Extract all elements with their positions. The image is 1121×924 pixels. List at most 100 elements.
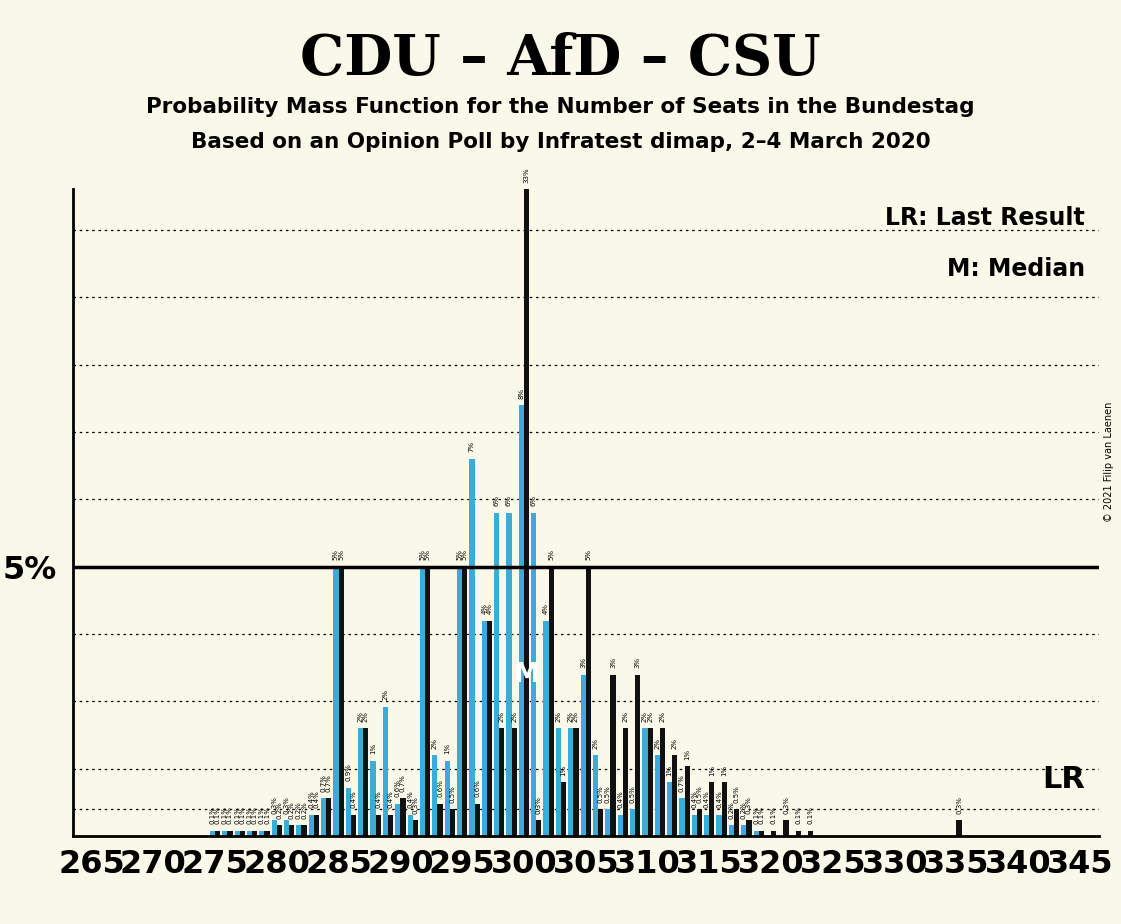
- Bar: [376, 815, 381, 836]
- Bar: [556, 728, 560, 836]
- Bar: [252, 831, 257, 836]
- Text: 5%: 5%: [456, 549, 463, 560]
- Text: 0.4%: 0.4%: [692, 790, 697, 808]
- Bar: [697, 809, 702, 836]
- Text: 0.5%: 0.5%: [630, 785, 636, 803]
- Bar: [796, 831, 802, 836]
- Bar: [396, 804, 400, 836]
- Bar: [618, 815, 623, 836]
- Text: 0.3%: 0.3%: [784, 796, 789, 814]
- Text: 2%: 2%: [671, 738, 678, 748]
- Text: 0.1%: 0.1%: [259, 807, 265, 824]
- Bar: [413, 821, 418, 836]
- Text: 2%: 2%: [358, 711, 363, 722]
- Bar: [474, 804, 480, 836]
- Text: 0.7%: 0.7%: [679, 774, 685, 792]
- Bar: [747, 821, 751, 836]
- Text: 33%: 33%: [524, 167, 529, 183]
- Text: 6%: 6%: [493, 495, 500, 506]
- Bar: [234, 831, 240, 836]
- Bar: [351, 815, 356, 836]
- Text: 2%: 2%: [499, 711, 504, 722]
- Text: 1%: 1%: [684, 748, 691, 760]
- Bar: [548, 566, 554, 836]
- Text: 2%: 2%: [567, 711, 574, 722]
- Text: 3%: 3%: [581, 657, 586, 668]
- Text: 5%: 5%: [339, 549, 344, 560]
- Text: 0.1%: 0.1%: [251, 807, 258, 824]
- Bar: [470, 459, 474, 836]
- Bar: [593, 756, 599, 836]
- Text: 0.6%: 0.6%: [474, 780, 480, 797]
- Text: © 2021 Filip van Laenen: © 2021 Filip van Laenen: [1104, 402, 1114, 522]
- Text: 0.4%: 0.4%: [376, 790, 381, 808]
- Text: 0.1%: 0.1%: [210, 807, 215, 824]
- Bar: [685, 766, 689, 836]
- Text: 1%: 1%: [721, 765, 728, 776]
- Text: 0.2%: 0.2%: [302, 801, 307, 819]
- Bar: [289, 825, 295, 836]
- Text: 0.7%: 0.7%: [321, 774, 326, 792]
- Text: 1%: 1%: [444, 743, 451, 754]
- Text: 0.5%: 0.5%: [605, 785, 611, 803]
- Text: 2%: 2%: [363, 711, 369, 722]
- Text: 0.3%: 0.3%: [956, 796, 962, 814]
- Text: 0.1%: 0.1%: [771, 807, 777, 824]
- Text: M: Median: M: Median: [947, 257, 1085, 281]
- Text: Probability Mass Function for the Number of Seats in the Bundestag: Probability Mass Function for the Number…: [146, 97, 975, 117]
- Bar: [599, 809, 603, 836]
- Text: 0.2%: 0.2%: [296, 801, 302, 819]
- Text: 2%: 2%: [573, 711, 578, 722]
- Bar: [623, 728, 628, 836]
- Bar: [692, 815, 697, 836]
- Text: 6%: 6%: [530, 495, 537, 506]
- Bar: [519, 405, 524, 836]
- Bar: [704, 815, 710, 836]
- Text: 5%: 5%: [425, 549, 430, 560]
- Bar: [382, 707, 388, 836]
- Text: 1%: 1%: [708, 765, 715, 776]
- Text: 0.4%: 0.4%: [407, 790, 414, 808]
- Text: 0.3%: 0.3%: [536, 796, 541, 814]
- Text: 0.3%: 0.3%: [413, 796, 418, 814]
- Text: 0.1%: 0.1%: [808, 807, 814, 824]
- Text: 2%: 2%: [593, 738, 599, 748]
- Bar: [433, 756, 437, 836]
- Bar: [265, 831, 270, 836]
- Text: 2%: 2%: [642, 711, 648, 722]
- Bar: [210, 831, 215, 836]
- Bar: [734, 809, 739, 836]
- Bar: [568, 728, 573, 836]
- Bar: [462, 566, 467, 836]
- Text: Based on an Opinion Poll by Infratest dimap, 2–4 March 2020: Based on an Opinion Poll by Infratest di…: [191, 132, 930, 152]
- Bar: [642, 728, 648, 836]
- Text: 0.6%: 0.6%: [395, 780, 400, 797]
- Text: 4%: 4%: [487, 603, 492, 614]
- Bar: [655, 756, 660, 836]
- Text: 1%: 1%: [560, 765, 566, 776]
- Text: 0.1%: 0.1%: [239, 807, 245, 824]
- Bar: [345, 787, 351, 836]
- Bar: [240, 831, 244, 836]
- Bar: [296, 825, 302, 836]
- Bar: [573, 728, 578, 836]
- Bar: [358, 728, 363, 836]
- Text: M: M: [513, 662, 539, 687]
- Bar: [271, 821, 277, 836]
- Text: 0.4%: 0.4%: [618, 790, 623, 808]
- Text: 0.1%: 0.1%: [247, 807, 252, 824]
- Bar: [524, 0, 529, 836]
- Bar: [326, 798, 332, 836]
- Text: 1%: 1%: [667, 765, 673, 776]
- Text: 8%: 8%: [518, 387, 525, 398]
- Text: 0.5%: 0.5%: [696, 785, 703, 803]
- Text: 0.1%: 0.1%: [753, 807, 759, 824]
- Text: 2%: 2%: [432, 738, 438, 748]
- Text: 5%: 5%: [462, 549, 467, 560]
- Text: 0.4%: 0.4%: [716, 790, 722, 808]
- Text: 0.2%: 0.2%: [729, 801, 734, 819]
- Text: 0.3%: 0.3%: [745, 796, 752, 814]
- Text: 0.2%: 0.2%: [289, 801, 295, 819]
- Bar: [660, 728, 665, 836]
- Bar: [259, 831, 265, 836]
